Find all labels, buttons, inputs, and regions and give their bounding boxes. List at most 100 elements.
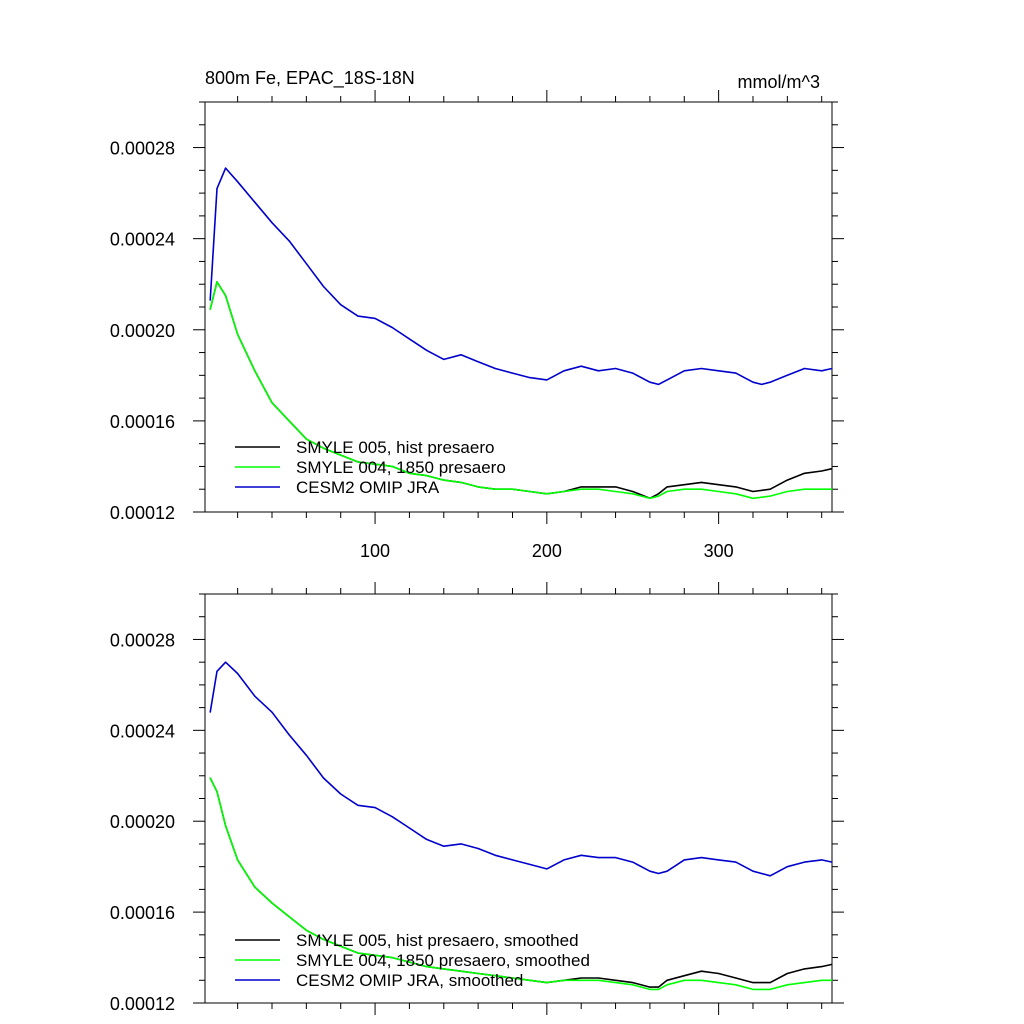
- bottom-series-2-point: [563, 979, 565, 981]
- bottom-series-2-point: [769, 988, 771, 991]
- top-series-3-point: [511, 372, 514, 374]
- bottom-legend-label: SMYLE 004, 1850 presaero, smoothed: [296, 951, 590, 970]
- top-series-2-point: [786, 490, 788, 493]
- bottom-series-3-point: [322, 777, 325, 779]
- top-series-1-point: [803, 472, 806, 474]
- top-series-3-point: [580, 365, 582, 367]
- top-series-1-point: [718, 484, 720, 486]
- top-series-1-point: [597, 486, 600, 488]
- top-series-2-point: [529, 490, 531, 493]
- bottom-series-2-point: [511, 977, 514, 979]
- top-series-1-point: [735, 486, 737, 488]
- top-series-2-point: [632, 493, 634, 495]
- bottom-series-3-point: [831, 861, 833, 863]
- bottom-series-3-point: [408, 827, 410, 829]
- top-series-3-point: [477, 361, 479, 363]
- top-series-1-point: [700, 481, 703, 483]
- top-legend-label: CESM2 OMIP JRA: [296, 478, 440, 497]
- bottom-series-2-point: [209, 777, 211, 779]
- bottom-series-2-point: [735, 984, 737, 986]
- top-y-tick-label: 0.00028: [110, 139, 175, 159]
- top-series-3-point: [597, 370, 600, 372]
- top-x-tick-label: 200: [532, 541, 562, 561]
- bottom-series-2-point: [408, 961, 410, 963]
- top-series-3-point: [529, 377, 531, 379]
- top-series-2-point: [666, 490, 668, 493]
- bottom-series-3-point: [657, 872, 660, 875]
- bottom-series-3-point: [563, 859, 565, 861]
- top-series-3-point: [683, 370, 685, 372]
- bottom-series-3-point: [443, 845, 445, 847]
- bottom-series-3-point: [254, 695, 256, 697]
- bottom-y-tick-label: 0.00020: [110, 812, 175, 832]
- bottom-panel: 0.00012 0.00016 0.00020 0.00024 0.00028 SMYLE…: [110, 582, 844, 1015]
- top-series-1-point: [786, 479, 788, 481]
- bottom-series-3-point: [580, 854, 582, 856]
- bottom-series-1-point: [657, 986, 660, 988]
- bottom-series-1-point: [683, 975, 685, 977]
- bottom-series-3-point: [237, 672, 239, 675]
- top-series-3-point: [443, 358, 445, 360]
- top-y-tick-label: 0.00012: [110, 503, 175, 523]
- bottom-series-2-point: [666, 984, 668, 986]
- top-series-2-point: [357, 461, 359, 463]
- bottom-series-1-point: [718, 972, 720, 975]
- top-series-3-point: [357, 315, 359, 317]
- bottom-series-3-point: [786, 866, 788, 868]
- top-series-3-point: [803, 367, 806, 370]
- bottom-series-2-point: [254, 886, 256, 888]
- top-series-2-point: [374, 463, 376, 465]
- bottom-series-1-point: [666, 979, 668, 981]
- top-series-1-point: [580, 486, 582, 488]
- top-series-3-point: [305, 263, 307, 265]
- top-series-3-point: [209, 299, 211, 301]
- bottom-legend-label: SMYLE 005, hist presaero, smoothed: [296, 931, 579, 950]
- top-series-2-point: [700, 488, 703, 490]
- top-series-2-point: [254, 370, 256, 372]
- bottom-series-1-point: [615, 979, 617, 981]
- bottom-series-2-point: [477, 972, 479, 975]
- bottom-series-3-point: [357, 804, 359, 806]
- top-series-2-point: [305, 438, 307, 440]
- top-series-2-point: [391, 465, 393, 467]
- top-series-2-point: [340, 454, 342, 456]
- bottom-series-1-point: [786, 972, 788, 975]
- bottom-series-3-point: [216, 670, 218, 672]
- top-series-2-point: [831, 488, 833, 490]
- bottom-series-3-point: [374, 807, 376, 809]
- top-series-1-point: [831, 468, 833, 470]
- bottom-series-3-point: [718, 859, 720, 861]
- top-series-2-point: [460, 481, 462, 483]
- bottom-series-3-point: [666, 870, 668, 872]
- bottom-series-2-point: [340, 945, 342, 947]
- top-series-2-point: [288, 420, 290, 422]
- bottom-series-2-point: [216, 791, 218, 793]
- bottom-series-2-point: [683, 979, 685, 981]
- top-series-2-point: [597, 488, 600, 490]
- bottom-series-3-point: [632, 861, 634, 863]
- top-series-3-point: [460, 354, 462, 356]
- top-series-3-point: [615, 367, 617, 370]
- top-series-2-point: [563, 490, 565, 493]
- top-series-3-point: [761, 383, 763, 385]
- top-series-3-point: [735, 372, 737, 374]
- top-series-3-point: [426, 349, 428, 351]
- bottom-series-3-point: [529, 863, 531, 866]
- bottom-series-3-point: [735, 861, 737, 863]
- bottom-series-2-point: [786, 984, 788, 986]
- top-series-3-point: [374, 317, 376, 319]
- top-series-2-point: [322, 447, 325, 449]
- top-series-1-point: [615, 486, 617, 488]
- top-series-1-point: [632, 490, 634, 493]
- top-series-2-point: [735, 493, 737, 495]
- bottom-series-line-2: [209, 777, 832, 991]
- bottom-series-2-point: [237, 859, 239, 861]
- top-series-2-point: [426, 475, 428, 477]
- bottom-series-3-point: [761, 872, 763, 875]
- bottom-series-1-point: [831, 963, 833, 966]
- bottom-series-1-point: [752, 982, 754, 984]
- bottom-series-3-point: [271, 711, 273, 713]
- bottom-series-3-point: [511, 859, 514, 861]
- top-y-tick-label: 0.00024: [110, 230, 175, 250]
- bottom-series-1-point: [597, 977, 600, 979]
